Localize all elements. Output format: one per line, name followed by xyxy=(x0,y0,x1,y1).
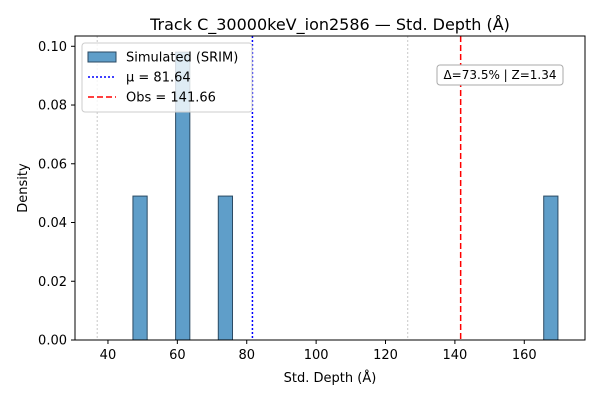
x-tick-label: 120 xyxy=(373,348,398,363)
y-axis-label: Density xyxy=(16,163,31,213)
y-tick-label: 0.06 xyxy=(38,157,67,172)
x-axis: 40 60 80 100 120 140 160 xyxy=(100,340,537,363)
stats-annotation: Δ=73.5% | Z=1.34 xyxy=(436,64,564,86)
y-tick-label: 0.00 xyxy=(38,334,67,349)
y-tick-label: 0.04 xyxy=(38,216,67,231)
annotation-box xyxy=(436,64,564,86)
x-tick-label: 160 xyxy=(512,348,537,363)
legend-box xyxy=(81,42,253,113)
histogram-bar-4 xyxy=(543,195,559,341)
x-tick-label: 100 xyxy=(304,348,329,363)
y-tick-label: 0.10 xyxy=(38,40,67,55)
x-axis-label: Std. Depth (Å) xyxy=(284,370,377,386)
plot-frame xyxy=(74,35,586,341)
histogram-bar-3 xyxy=(217,195,234,341)
legend: Simulated (SRIM) μ = 81.64 Obs = 141.66 xyxy=(81,42,253,113)
plot-area xyxy=(96,36,559,341)
legend-label: Obs = 141.66 xyxy=(126,91,216,106)
legend-label: Simulated (SRIM) xyxy=(126,51,238,66)
y-tick-label: 0.08 xyxy=(38,99,67,114)
x-tick-label: 80 xyxy=(238,348,255,363)
legend-swatch-simulated xyxy=(87,51,117,63)
histogram-bar-1 xyxy=(132,195,148,341)
legend-label: μ = 81.64 xyxy=(126,71,191,86)
y-tick-label: 0.02 xyxy=(38,275,67,290)
x-tick-label: 140 xyxy=(442,348,467,363)
y-axis: 0.00 0.02 0.04 0.06 0.08 0.10 xyxy=(38,40,75,349)
x-tick-label: 60 xyxy=(169,348,186,363)
annotation-text: Δ=73.5% | Z=1.34 xyxy=(443,68,556,82)
chart-title: Track C_30000keV_ion2586 — Std. Depth (Å… xyxy=(149,15,510,35)
x-tick-label: 40 xyxy=(100,348,117,363)
